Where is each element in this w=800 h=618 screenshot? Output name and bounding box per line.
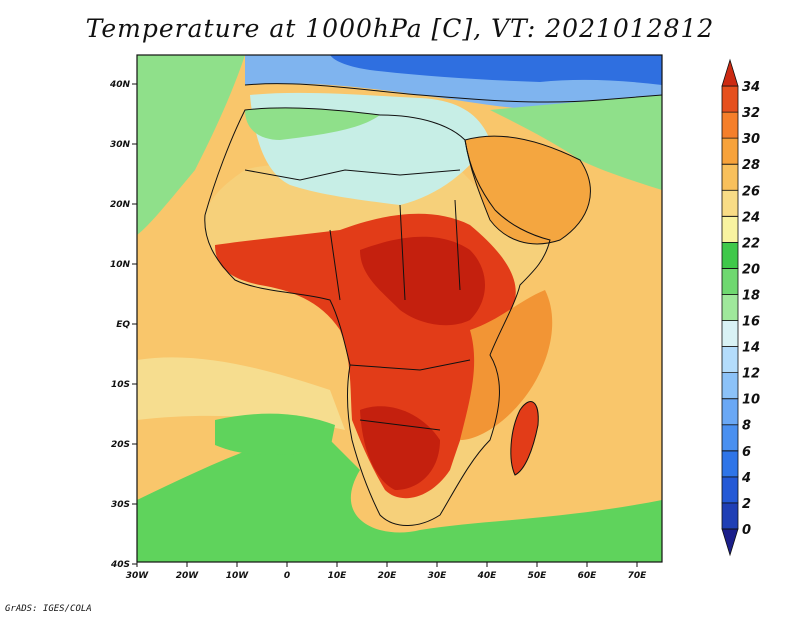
arabia-region	[465, 136, 591, 244]
colorbar-label: 6	[742, 445, 751, 460]
colorbar-label: 2	[742, 497, 751, 512]
colorbar-swatch	[721, 58, 739, 87]
border-line	[349, 359, 471, 431]
arabia-coastline	[464, 135, 591, 245]
lon-tick-label: 70E	[628, 571, 648, 581]
colorbar-label: 32	[742, 106, 760, 121]
colorbar-swatch	[721, 398, 739, 426]
map-field	[137, 55, 662, 562]
core-hot-region	[360, 236, 485, 326]
colorbar-swatch	[721, 424, 739, 452]
lat-tick-label: 30N	[110, 140, 131, 150]
colorbar-label: 22	[742, 236, 760, 251]
colorbar-swatch	[721, 215, 739, 243]
lat-tick-label: EQ	[116, 320, 130, 330]
lon-tick-label: 30E	[428, 571, 448, 581]
axis-ticks: 30W 20W 10W 0 10E 20E 30E 40E 50E 60E 70E 40N 30N 20N…	[109, 80, 647, 581]
colorbar-swatch	[721, 189, 739, 217]
madagascar-coastline	[510, 401, 539, 476]
colorbar-label: 20	[742, 262, 760, 277]
lon-tick-label: 20W	[176, 571, 200, 581]
lon-tick-label: 40E	[477, 571, 498, 581]
colorbar-label: 30	[742, 132, 760, 147]
lon-tick-label: 0	[284, 571, 290, 581]
lon-tick-label: 10E	[328, 571, 348, 581]
colorbar-swatch	[721, 476, 739, 504]
plot-frame	[136, 54, 663, 563]
colorbar-label: 16	[742, 315, 760, 330]
colorbar-label: 14	[742, 341, 760, 356]
lat-tick-label: 40N	[109, 80, 131, 90]
lat-tick-label: 10S	[111, 380, 130, 390]
colorbar-swatch	[721, 528, 739, 557]
colorbar-swatch	[721, 450, 739, 478]
colorbar-swatch	[721, 241, 739, 269]
lat-tick-label: 10N	[110, 260, 131, 270]
lon-tick-label: 30W	[126, 571, 150, 581]
atlantic-north-region	[137, 55, 245, 235]
map-title: Temperature at 1000hPa [C], VT: 20210128…	[85, 14, 715, 43]
africa-coastline	[204, 107, 551, 526]
lat-tick-label: 40S	[110, 560, 130, 570]
europe-region	[330, 55, 662, 85]
north-africa-coast	[245, 107, 380, 140]
east-coast-region	[460, 290, 553, 440]
colorbar-label: 8	[742, 419, 751, 434]
border-line	[244, 169, 461, 181]
lon-tick-label: 10W	[226, 571, 250, 581]
colorbar-swatch	[721, 320, 739, 347]
colorbar-label: 0	[742, 523, 751, 538]
middle-east-region	[490, 95, 662, 190]
lat-tick-label: 20S	[111, 440, 130, 450]
colorbar-label: 34	[742, 80, 760, 95]
colorbar-label: 18	[742, 288, 760, 303]
credit-label: GrADS: IGES/COLA	[5, 604, 92, 614]
colorbar-label: 28	[742, 158, 760, 173]
madagascar	[510, 401, 539, 475]
colorbar-label: 10	[742, 393, 760, 408]
colorbar-swatch	[721, 294, 739, 321]
colorbar-swatch	[721, 111, 739, 139]
border-line	[329, 199, 461, 301]
colorbar-swatch	[721, 137, 739, 165]
lat-tick-label: 30S	[111, 500, 130, 510]
colorbar-swatch	[721, 346, 739, 374]
colorbar-label: 4	[741, 471, 751, 486]
southern-ocean-region	[137, 430, 662, 562]
colorbar-swatch	[721, 85, 739, 113]
colorbar-swatch	[721, 372, 739, 400]
colorbar-swatch	[721, 268, 739, 295]
colorbar-label: 26	[742, 184, 760, 199]
colorbar-swatch	[721, 502, 739, 530]
colorbar-swatch	[721, 163, 739, 191]
lat-tick-label: 20N	[110, 200, 131, 210]
lon-tick-label: 50E	[528, 571, 548, 581]
south-atlantic-region	[137, 357, 345, 430]
lon-tick-label: 20E	[378, 571, 398, 581]
colorbar-label: 24	[742, 210, 760, 225]
southern-ocean-region-west	[215, 413, 335, 455]
europe-coastline	[244, 83, 662, 103]
lon-tick-label: 60E	[578, 571, 598, 581]
colorbar-label: 12	[742, 367, 760, 382]
